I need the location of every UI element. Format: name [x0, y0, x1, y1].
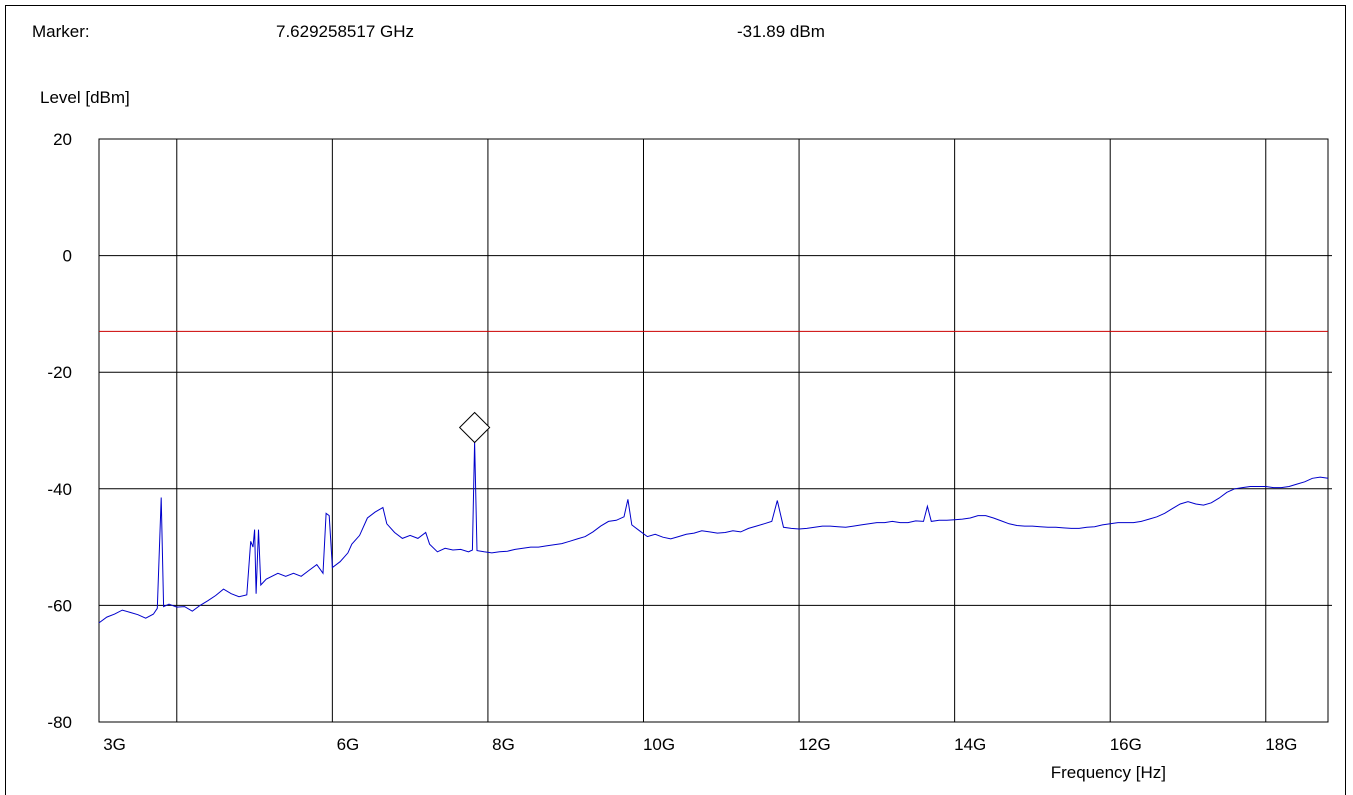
marker-label: Marker:	[32, 22, 90, 41]
y-tick-label: -60	[47, 596, 72, 615]
x-tick-label: 12G	[799, 735, 831, 754]
x-tick-label: 8G	[492, 735, 515, 754]
x-tick-label: 16G	[1110, 735, 1142, 754]
x-axis-label: Frequency [Hz]	[1050, 763, 1166, 782]
x-tick-label: 18G	[1265, 735, 1297, 754]
y-tick-label: 20	[53, 130, 72, 149]
x-tick-label: 3G	[103, 735, 126, 754]
y-tick-label: 0	[63, 247, 72, 266]
x-tick-label: 10G	[643, 735, 675, 754]
y-tick-label: -40	[47, 480, 72, 499]
y-tick-label: -80	[47, 713, 72, 732]
marker-frequency: 7.629258517 GHz	[276, 22, 414, 41]
marker-diamond	[458, 411, 491, 444]
y-axis-label: Level [dBm]	[40, 88, 130, 107]
y-tick-label: -20	[47, 363, 72, 382]
x-tick-label: 14G	[954, 735, 986, 754]
x-tick-label: 6G	[337, 735, 360, 754]
chart-frame	[5, 5, 1346, 795]
plot-area	[98, 138, 1329, 723]
spectrum-trace	[98, 441, 1329, 624]
marker-level: -31.89 dBm	[737, 22, 825, 41]
